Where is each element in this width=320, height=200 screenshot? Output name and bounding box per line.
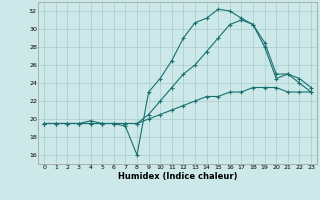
- X-axis label: Humidex (Indice chaleur): Humidex (Indice chaleur): [118, 172, 237, 181]
